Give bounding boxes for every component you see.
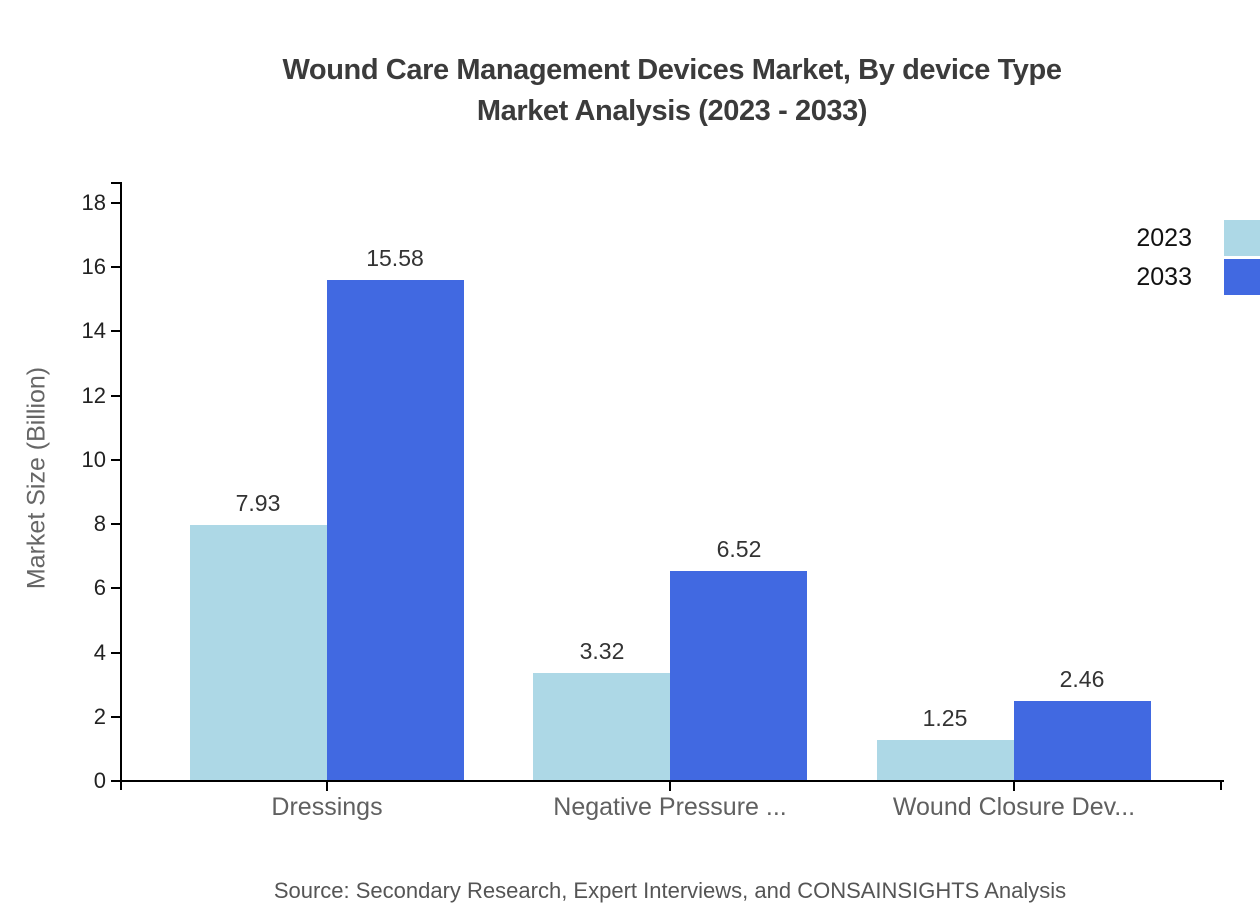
y-tick xyxy=(111,395,120,397)
y-tick xyxy=(111,459,120,461)
x-tick xyxy=(326,782,328,791)
x-category-label: Wound Closure Dev... xyxy=(892,793,1136,821)
x-category-label: Negative Pressure ... xyxy=(553,793,787,821)
y-tick xyxy=(111,523,120,525)
x-tick xyxy=(1013,782,1015,791)
x-axis-right-cap xyxy=(1220,782,1222,790)
value-label: 1.25 xyxy=(922,705,968,731)
y-tick xyxy=(111,716,120,718)
bar-2023-1 xyxy=(533,673,670,780)
y-tick-label: 18 xyxy=(81,190,106,215)
legend-swatch xyxy=(1224,259,1260,295)
y-tick-label: 14 xyxy=(81,318,106,343)
y-tick xyxy=(111,587,120,589)
chart-title-line2: Market Analysis (2023 - 2033) xyxy=(476,95,868,127)
value-label: 7.93 xyxy=(235,490,281,516)
bar-2033-2 xyxy=(1014,701,1151,780)
chart-title: Wound Care Management Devices Market, By… xyxy=(92,50,1252,132)
source-note: Source: Secondary Research, Expert Inter… xyxy=(273,878,1067,903)
chart-title-line1: Wound Care Management Devices Market, By… xyxy=(282,54,1062,86)
legend-swatch xyxy=(1224,220,1260,256)
y-tick-label: 16 xyxy=(81,254,106,279)
value-label: 6.52 xyxy=(716,536,762,562)
x-tick xyxy=(669,782,671,791)
x-category-label: Dressings xyxy=(271,793,383,821)
value-label: 2.46 xyxy=(1059,666,1105,692)
y-axis-line xyxy=(120,182,122,782)
y-tick xyxy=(111,202,120,204)
y-tick-label: 10 xyxy=(81,447,106,472)
legend-label: 2033 xyxy=(1136,263,1192,291)
y-tick-label: 8 xyxy=(93,511,106,536)
x-axis-line xyxy=(120,780,1224,782)
y-axis-top-cap xyxy=(111,182,120,184)
y-tick xyxy=(111,266,120,268)
legend-label: 2023 xyxy=(1136,224,1192,252)
x-axis-left-cap xyxy=(120,782,122,790)
y-tick xyxy=(111,652,120,654)
y-tick-label: 4 xyxy=(93,640,106,665)
value-label: 3.32 xyxy=(579,638,625,664)
y-tick xyxy=(111,780,120,782)
bar-2023-2 xyxy=(877,740,1014,780)
bar-2033-1 xyxy=(670,571,807,780)
y-tick-label: 12 xyxy=(81,383,106,408)
y-tick-label: 0 xyxy=(93,768,106,793)
y-tick xyxy=(111,330,120,332)
y-tick-label: 6 xyxy=(93,575,106,600)
y-tick-label: 2 xyxy=(93,704,106,729)
value-label: 15.58 xyxy=(366,245,424,271)
bar-2023-0 xyxy=(190,525,327,780)
bar-2033-0 xyxy=(327,280,464,780)
